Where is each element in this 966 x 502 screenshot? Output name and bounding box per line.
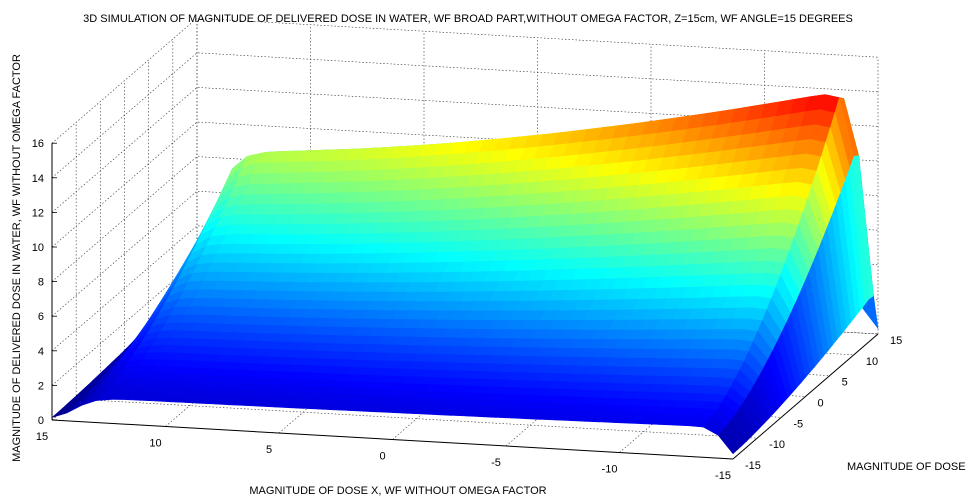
surface-patch: [717, 430, 738, 455]
gridline-z: [51, 121, 879, 248]
z-tick-label: 10: [32, 242, 44, 254]
x-tick-label: 5: [266, 444, 272, 456]
z-tick-label: 4: [38, 346, 44, 358]
y-tick-label: -10: [769, 439, 785, 451]
z-tick-label: 12: [32, 207, 44, 219]
z-tick-label: 2: [38, 380, 44, 392]
y-tick-label: 0: [818, 398, 824, 410]
y-tick-label: 10: [866, 356, 878, 368]
z-tick-label: 8: [38, 277, 44, 289]
gridline-z: [51, 156, 879, 282]
x-tick-label: 15: [36, 431, 48, 443]
chart-title: 3D SIMULATION OF MAGNITUDE OF DELIVERED …: [83, 13, 853, 25]
y-tick-label: -15: [745, 460, 761, 472]
z-tick-label: 14: [32, 173, 44, 185]
z-tick-label: 6: [38, 311, 44, 323]
z-tick-label: 0: [38, 415, 44, 427]
gridline-floor-y: [76, 398, 758, 439]
x-tick-label: 0: [379, 451, 385, 463]
x-axis-line: [51, 419, 734, 460]
x-tick-label: 10: [149, 438, 161, 450]
z-tick-label: 16: [32, 138, 44, 150]
y-tick-label: 15: [890, 335, 902, 347]
x-tick-label: -15: [715, 470, 731, 482]
gridline-z: [51, 260, 879, 386]
x-axis-label: MAGNITUDE OF DOSE X, WF WITHOUT OMEGA FA…: [249, 485, 546, 497]
y-axis-line: [732, 333, 879, 460]
ticks-layer: 0 2 4 6 8 10 12 14 16 15 10 5 0 -5 -10 -15 -15 -10 -5 0 5 10 1…: [32, 138, 903, 482]
x-tick-label: -5: [491, 457, 501, 469]
x-tick-label: -10: [602, 464, 618, 476]
y-tick-label: -5: [793, 418, 803, 430]
gridline-z: [51, 225, 879, 352]
gridline-z: [51, 190, 879, 317]
surface-layer: [51, 94, 879, 455]
y-axis-label: MAGNITUDE OF DOSE Y,: [847, 461, 966, 473]
y-tick-label: 5: [842, 377, 848, 389]
z-axis-label: MAGNITUDE OF DELIVERED DOSE IN WATER, WF…: [11, 54, 23, 462]
